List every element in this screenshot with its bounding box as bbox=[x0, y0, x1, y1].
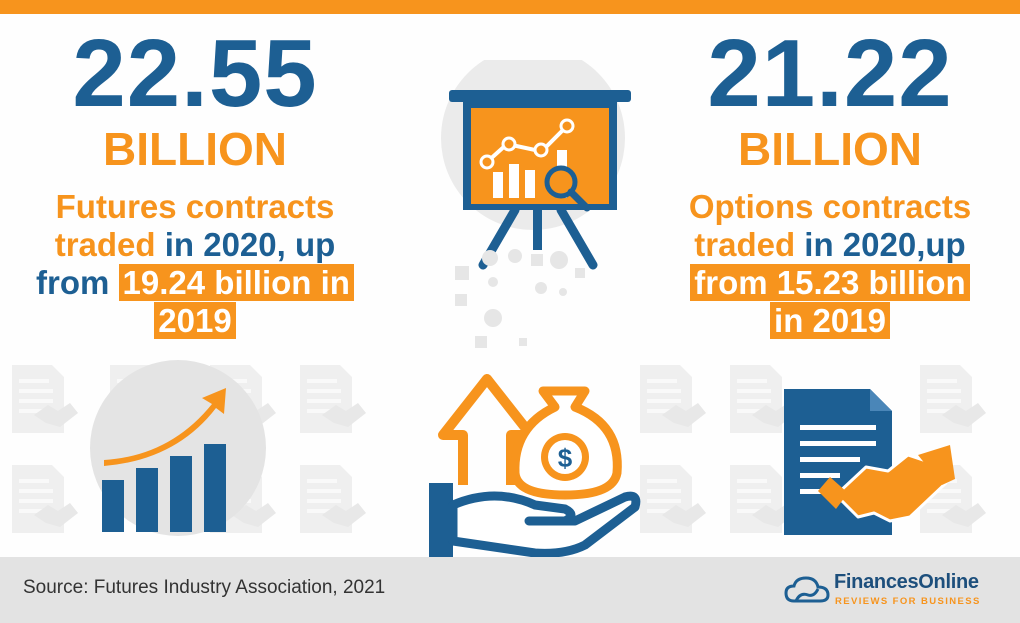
futures-description: Futures contracts traded in 2020, up fro… bbox=[0, 188, 390, 340]
options-highlight-2: in 2019 bbox=[770, 302, 890, 339]
options-desc-2: traded bbox=[694, 226, 796, 263]
options-stat: 21.22 BILLION Options contracts traded i… bbox=[640, 26, 1020, 340]
futures-number: 22.55 bbox=[72, 20, 318, 127]
futures-highlight-1: 19.24 billion in bbox=[118, 264, 354, 301]
options-description: Options contracts traded in 2020,up from… bbox=[640, 188, 1020, 340]
options-number: 21.22 bbox=[707, 20, 953, 127]
options-highlight-1: from 15.23 billion bbox=[690, 264, 970, 301]
futures-highlight-2: 2019 bbox=[154, 302, 236, 339]
svg-text:$: $ bbox=[558, 443, 573, 473]
money-bag-hand-icon: $ bbox=[429, 374, 641, 560]
futures-desc-1: Futures contracts bbox=[55, 188, 335, 225]
options-desc-1: Options contracts bbox=[688, 188, 972, 225]
source-text: Source: Futures Industry Association, 20… bbox=[23, 577, 386, 598]
options-unit: BILLION bbox=[738, 123, 922, 175]
financesonline-logo-icon bbox=[784, 576, 830, 603]
top-accent-bar bbox=[0, 0, 1020, 14]
futures-desc-3: in 2020, up bbox=[155, 226, 336, 263]
contract-handshake-icon bbox=[784, 389, 955, 535]
futures-desc-4: from bbox=[36, 264, 119, 301]
footer-bar: Source: Futures Industry Association, 20… bbox=[0, 557, 1020, 623]
futures-stat: 22.55 BILLION Futures contracts traded i… bbox=[0, 26, 390, 340]
options-desc-3: in 2020,up bbox=[795, 226, 966, 263]
brand-logo[interactable]: FinancesOnline REVIEWS FOR BUSINESS bbox=[784, 571, 1004, 611]
futures-unit: BILLION bbox=[103, 123, 287, 175]
brand-name: FinancesOnline bbox=[834, 571, 979, 593]
growth-chart-icon bbox=[90, 360, 266, 536]
presentation-chart-icon bbox=[441, 60, 631, 348]
futures-desc-2: traded bbox=[54, 226, 156, 263]
brand-tagline: REVIEWS FOR BUSINESS bbox=[835, 596, 981, 607]
